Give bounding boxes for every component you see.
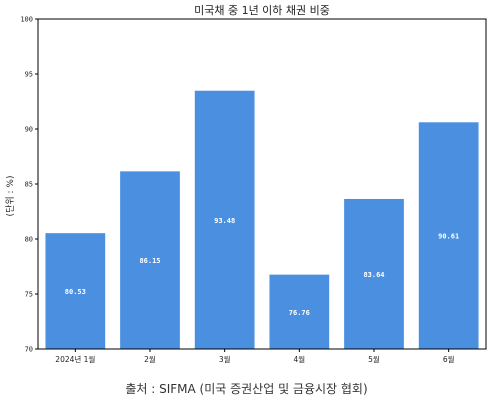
y-axis-label: (단위 : %): [5, 176, 16, 217]
y-axis-ticks: 70 75 80 85 90 95 100: [20, 16, 38, 354]
chart-title: 미국채 중 1년 이하 채권 비중: [194, 3, 330, 17]
data-label-2: 86.15: [139, 257, 160, 265]
data-label-4: 76.76: [289, 309, 310, 317]
x-tick-label: 3월: [219, 354, 231, 364]
y-tick-label: 80: [25, 236, 33, 244]
data-label-6: 90.61: [438, 233, 459, 241]
y-tick-label: 70: [25, 346, 33, 354]
x-tick-label: 2월: [144, 354, 156, 364]
bar-3: [194, 90, 255, 349]
y-tick-label: 85: [25, 181, 33, 189]
x-tick-label: 6월: [443, 354, 455, 364]
x-tick-label: 4월: [293, 354, 305, 364]
bar-4: [269, 274, 330, 349]
bar-6: [418, 122, 479, 349]
bar-5: [344, 198, 404, 349]
bar-1: [45, 233, 106, 349]
bar-chart: 미국채 중 1년 이하 채권 비중 (단위 : %) 80.53 86.15 93.…: [5, 3, 487, 364]
x-axis-ticks: 2024년 1월 2월 3월 4월 5월 6월: [55, 349, 455, 364]
y-tick-label: 75: [25, 291, 33, 299]
x-tick-label: 5월: [368, 354, 380, 364]
data-label-5: 83.64: [363, 271, 384, 279]
x-tick-label: 2024년 1월: [55, 354, 95, 364]
plot-frame: [37, 18, 487, 350]
source-note: 출처 : SIFMA (미국 증권산업 및 금융시장 협회): [125, 382, 368, 396]
y-tick-label: 95: [25, 71, 33, 79]
y-tick-label: 90: [25, 126, 33, 134]
bar-2: [120, 171, 180, 349]
data-label-1: 80.53: [65, 288, 86, 296]
y-tick-label: 100: [20, 16, 33, 24]
data-label-3: 93.48: [214, 217, 235, 225]
bars-group: 80.53 86.15 93.48 76.76 83.64 90.61: [45, 90, 479, 349]
